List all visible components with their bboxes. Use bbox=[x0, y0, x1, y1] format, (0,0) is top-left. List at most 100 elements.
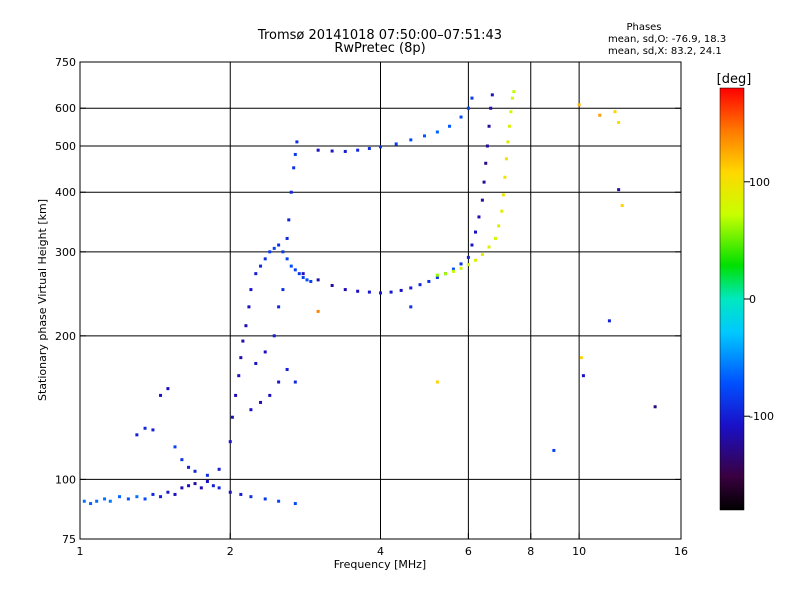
data-point bbox=[598, 113, 602, 117]
y-tick-label: 300 bbox=[55, 246, 76, 259]
data-point bbox=[217, 467, 221, 471]
data-point bbox=[277, 243, 281, 247]
data-point bbox=[143, 426, 147, 430]
data-point bbox=[272, 334, 276, 338]
data-point bbox=[268, 250, 272, 254]
data-point bbox=[473, 230, 477, 234]
data-point bbox=[263, 497, 267, 501]
colorbar-tick-label: -100 bbox=[749, 410, 774, 423]
data-point bbox=[581, 374, 585, 378]
data-point bbox=[367, 290, 371, 294]
data-point bbox=[379, 145, 382, 149]
data-point bbox=[448, 124, 452, 128]
data-point bbox=[259, 264, 263, 268]
data-point bbox=[254, 272, 258, 276]
data-point bbox=[297, 272, 301, 276]
grid bbox=[80, 62, 681, 539]
data-point bbox=[143, 497, 147, 501]
data-point bbox=[316, 278, 320, 282]
data-point bbox=[389, 290, 393, 294]
data-point bbox=[356, 148, 360, 152]
data-point bbox=[249, 408, 253, 412]
data-point bbox=[173, 492, 177, 496]
data-point bbox=[451, 269, 455, 273]
data-point bbox=[444, 272, 448, 276]
data-point bbox=[234, 393, 238, 397]
data-point bbox=[277, 380, 281, 384]
data-point bbox=[301, 272, 305, 276]
data-point bbox=[409, 305, 413, 309]
data-point bbox=[343, 288, 347, 292]
data-point bbox=[173, 445, 177, 449]
data-point bbox=[427, 279, 431, 283]
colorbar-tick-label: 0 bbox=[749, 293, 756, 306]
data-point bbox=[473, 258, 477, 262]
data-point bbox=[484, 161, 488, 165]
data-point bbox=[451, 267, 455, 271]
data-point bbox=[268, 393, 272, 397]
data-point bbox=[477, 215, 481, 219]
data-point bbox=[277, 499, 281, 503]
data-point bbox=[579, 356, 583, 360]
data-point bbox=[239, 356, 243, 360]
colorbar-ticks: -100 0 100 bbox=[744, 176, 774, 423]
data-point bbox=[135, 433, 139, 437]
data-point bbox=[108, 499, 112, 503]
data-point bbox=[228, 440, 232, 444]
data-point bbox=[399, 288, 403, 292]
data-point bbox=[620, 204, 624, 208]
data-point bbox=[607, 319, 611, 323]
data-point bbox=[89, 502, 93, 506]
data-point bbox=[199, 486, 203, 490]
colorbar-label: [deg] bbox=[717, 72, 752, 87]
y-tick-label: 100 bbox=[55, 473, 76, 486]
x-tick-label: 16 bbox=[674, 545, 688, 558]
data-point bbox=[254, 361, 258, 365]
data-point bbox=[277, 305, 281, 309]
data-point bbox=[272, 246, 276, 250]
data-point bbox=[577, 103, 581, 107]
x-tick-label: 4 bbox=[377, 545, 384, 558]
data-point bbox=[435, 380, 439, 384]
data-point bbox=[503, 175, 507, 179]
x-axis-label: Frequency [MHz] bbox=[334, 558, 426, 571]
data-point bbox=[409, 138, 413, 142]
data-point bbox=[552, 448, 556, 452]
data-point bbox=[466, 106, 470, 110]
x-axis-ticks: 1 2 4 6 8 10 16 bbox=[77, 533, 688, 558]
data-point bbox=[487, 245, 491, 249]
data-point bbox=[166, 387, 170, 391]
data-point bbox=[394, 142, 398, 146]
data-point bbox=[118, 495, 122, 499]
data-point bbox=[480, 198, 484, 202]
data-point bbox=[151, 492, 155, 496]
data-points bbox=[82, 90, 657, 506]
data-point bbox=[497, 224, 501, 228]
data-point bbox=[509, 110, 513, 114]
data-point bbox=[289, 264, 293, 268]
y-tick-label: 400 bbox=[55, 186, 76, 199]
data-point bbox=[287, 218, 291, 222]
data-point bbox=[292, 166, 296, 170]
x-tick-label: 10 bbox=[572, 545, 586, 558]
data-point bbox=[249, 288, 253, 292]
data-point bbox=[617, 121, 621, 125]
data-point bbox=[459, 115, 463, 119]
data-point bbox=[409, 286, 413, 290]
data-point bbox=[422, 134, 426, 138]
data-point bbox=[301, 276, 305, 280]
data-point bbox=[295, 140, 299, 144]
data-point bbox=[285, 236, 289, 240]
data-point bbox=[193, 469, 197, 473]
data-point bbox=[239, 492, 243, 496]
data-point bbox=[293, 380, 297, 384]
data-point bbox=[418, 283, 422, 287]
data-point bbox=[241, 339, 245, 343]
data-point bbox=[485, 144, 489, 148]
colorbar-tick-label: 100 bbox=[749, 176, 770, 189]
data-point bbox=[330, 283, 334, 287]
data-point bbox=[187, 465, 191, 469]
x-tick-label: 2 bbox=[227, 545, 234, 558]
x-tick-label: 1 bbox=[77, 545, 84, 558]
